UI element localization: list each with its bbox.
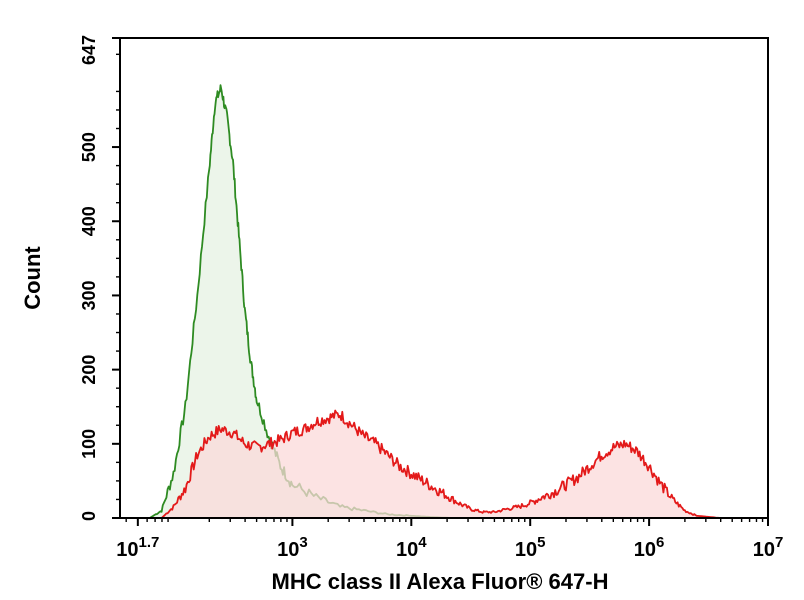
x-tick-label: 107 <box>753 534 784 561</box>
x-axis: 101.7 103 104 105 106 107 <box>116 518 783 561</box>
y-tick-label: 0 <box>79 511 99 521</box>
series-layer <box>149 84 721 519</box>
series-1-area <box>149 85 453 518</box>
x-tick-label: 103 <box>277 534 308 561</box>
series-2-line <box>160 409 721 519</box>
y-tick-label: 647 <box>79 35 99 65</box>
y-axis-title: Count <box>20 246 45 310</box>
x-tick-label: 106 <box>634 534 665 561</box>
x-axis-title: MHC class II Alexa Fluor® 647-H <box>272 569 609 594</box>
series-2-area <box>161 410 721 518</box>
y-tick-label: 200 <box>79 355 99 385</box>
y-tick-label: 300 <box>79 280 99 310</box>
plot-frame <box>119 37 769 519</box>
x-tick-label: 104 <box>396 534 427 561</box>
x-tick-label: 105 <box>515 534 546 561</box>
y-tick-label: 400 <box>79 206 99 236</box>
y-axis: 0 100 200 300 400 500 647 <box>79 35 120 521</box>
x-tick-label: 101.7 <box>116 534 159 561</box>
y-tick-label: 100 <box>79 429 99 459</box>
y-tick-label: 500 <box>79 132 99 162</box>
